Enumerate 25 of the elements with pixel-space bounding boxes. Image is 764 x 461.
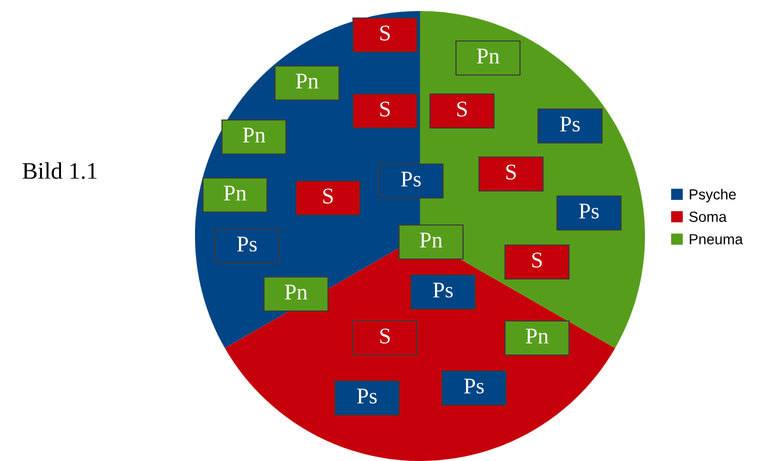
text: Ps <box>401 172 421 187</box>
legend-label: Soma <box>689 212 727 222</box>
text: Pn <box>224 186 246 200</box>
text: Bild 1.1 <box>22 162 97 180</box>
text: Pn <box>420 232 442 248</box>
text: S <box>532 252 542 268</box>
text: Ps <box>464 378 484 394</box>
text: Pn <box>242 128 266 142</box>
text: S <box>380 102 390 117</box>
text: S <box>380 26 390 41</box>
text: Pn <box>476 48 500 64</box>
text: Ps <box>560 116 580 132</box>
text: Ps <box>357 388 377 404</box>
text: Pn <box>526 328 548 344</box>
text: S <box>457 102 467 117</box>
text: Ps <box>579 204 599 219</box>
text: S <box>323 188 333 204</box>
legend-label: Pneuma <box>690 234 743 244</box>
legend-label: Psyche <box>690 188 736 202</box>
text: S <box>380 328 390 344</box>
text: Pn <box>284 284 308 300</box>
text: S <box>506 164 516 180</box>
text: Ps <box>433 282 453 298</box>
text: Pn <box>296 74 318 88</box>
text: Ps <box>237 236 257 252</box>
